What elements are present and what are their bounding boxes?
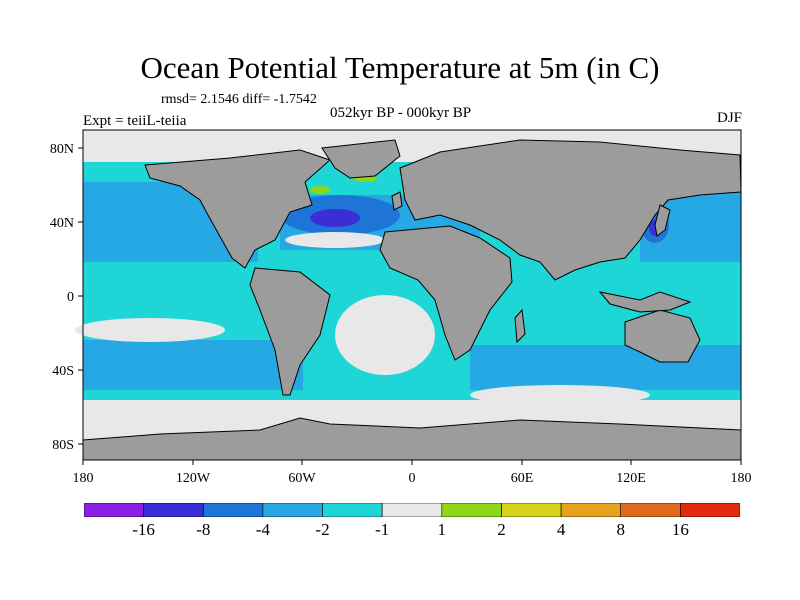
ocean-band-south-pacific xyxy=(83,340,303,390)
stats-text: rmsd= 2.1546 diff= -1.7542 xyxy=(161,92,317,107)
lon-tick-label: 120E xyxy=(616,471,646,486)
land-madagascar xyxy=(514,308,526,344)
lon-tick-label: 180 xyxy=(73,471,94,486)
lon-tick-label: 60E xyxy=(511,471,534,486)
colorbar-label: 16 xyxy=(671,520,689,539)
colorbar-labels: -16 -8 -4 -2 -1 1 2 4 8 16 xyxy=(0,520,800,544)
no-change-indian xyxy=(470,385,650,405)
colorbar-swatch xyxy=(680,503,740,517)
colorbar-swatch xyxy=(560,503,622,517)
colorbar-swatch xyxy=(203,503,264,517)
lon-tick-label: 180 xyxy=(731,471,752,486)
colorbar-label: -2 xyxy=(315,520,330,539)
lon-tick-label: 60W xyxy=(288,471,316,486)
experiment-label: Expt = teiiL-teiia xyxy=(83,113,187,129)
colorbar-label: 4 xyxy=(556,520,566,539)
no-change-south-atlantic xyxy=(335,295,435,375)
lat-tick-label: 80S xyxy=(52,438,74,453)
colorbar-label: -1 xyxy=(375,520,390,539)
lat-tick-label: 80N xyxy=(50,142,74,157)
no-change-pacific-tropics xyxy=(75,318,225,342)
land-australia xyxy=(624,309,701,363)
season-label: DJF xyxy=(716,110,742,126)
land-africa xyxy=(379,225,513,361)
land-eurasia xyxy=(399,139,742,281)
ocean-band-indian xyxy=(470,345,741,390)
land-masses xyxy=(82,139,742,461)
land-uk xyxy=(391,191,403,211)
colorbar-swatch xyxy=(501,503,562,517)
colorbar-label: 2 xyxy=(497,520,506,539)
warm-patch-labrador xyxy=(310,186,330,194)
map-panel xyxy=(75,129,742,461)
period-label: 052kyr BP - 000kyr BP xyxy=(330,105,472,121)
no-change-north-atlantic xyxy=(285,232,385,248)
colorbar-label: 8 xyxy=(616,520,625,539)
colorbar-swatch xyxy=(620,503,681,517)
colorbar-swatch xyxy=(441,503,502,517)
colorbar-swatch xyxy=(322,503,383,517)
land-north-america xyxy=(144,149,331,269)
land-south-america xyxy=(249,267,331,396)
lat-tick-label: 40S xyxy=(52,364,74,379)
lon-tick-label: 0 xyxy=(409,471,416,486)
lat-tick-label: 0 xyxy=(67,290,74,305)
colorbar-label: 1 xyxy=(437,520,447,539)
colorbar-label: -16 xyxy=(132,520,155,539)
ocean-patch-extreme xyxy=(310,209,360,227)
land-greenland xyxy=(321,139,401,179)
plot-title: Ocean Potential Temperature at 5m (in C) xyxy=(140,50,660,85)
lat-tick-label: 40N xyxy=(50,216,74,231)
colorbar xyxy=(84,503,740,517)
colorbar-swatch xyxy=(381,503,443,517)
colorbar-label: -8 xyxy=(196,520,211,539)
colorbar-label: -4 xyxy=(255,520,270,539)
longitude-ticks: 180 120W 60W 0 60E 120E 180 xyxy=(73,460,752,486)
latitude-ticks: 80N 40N 0 40S 80S xyxy=(50,142,83,453)
lon-tick-label: 120W xyxy=(176,471,211,486)
land-indonesia xyxy=(598,291,692,313)
colorbar-swatch xyxy=(143,503,204,517)
land-japan xyxy=(654,204,671,237)
colorbar-swatch xyxy=(84,503,144,517)
colorbar-swatch xyxy=(262,503,323,517)
